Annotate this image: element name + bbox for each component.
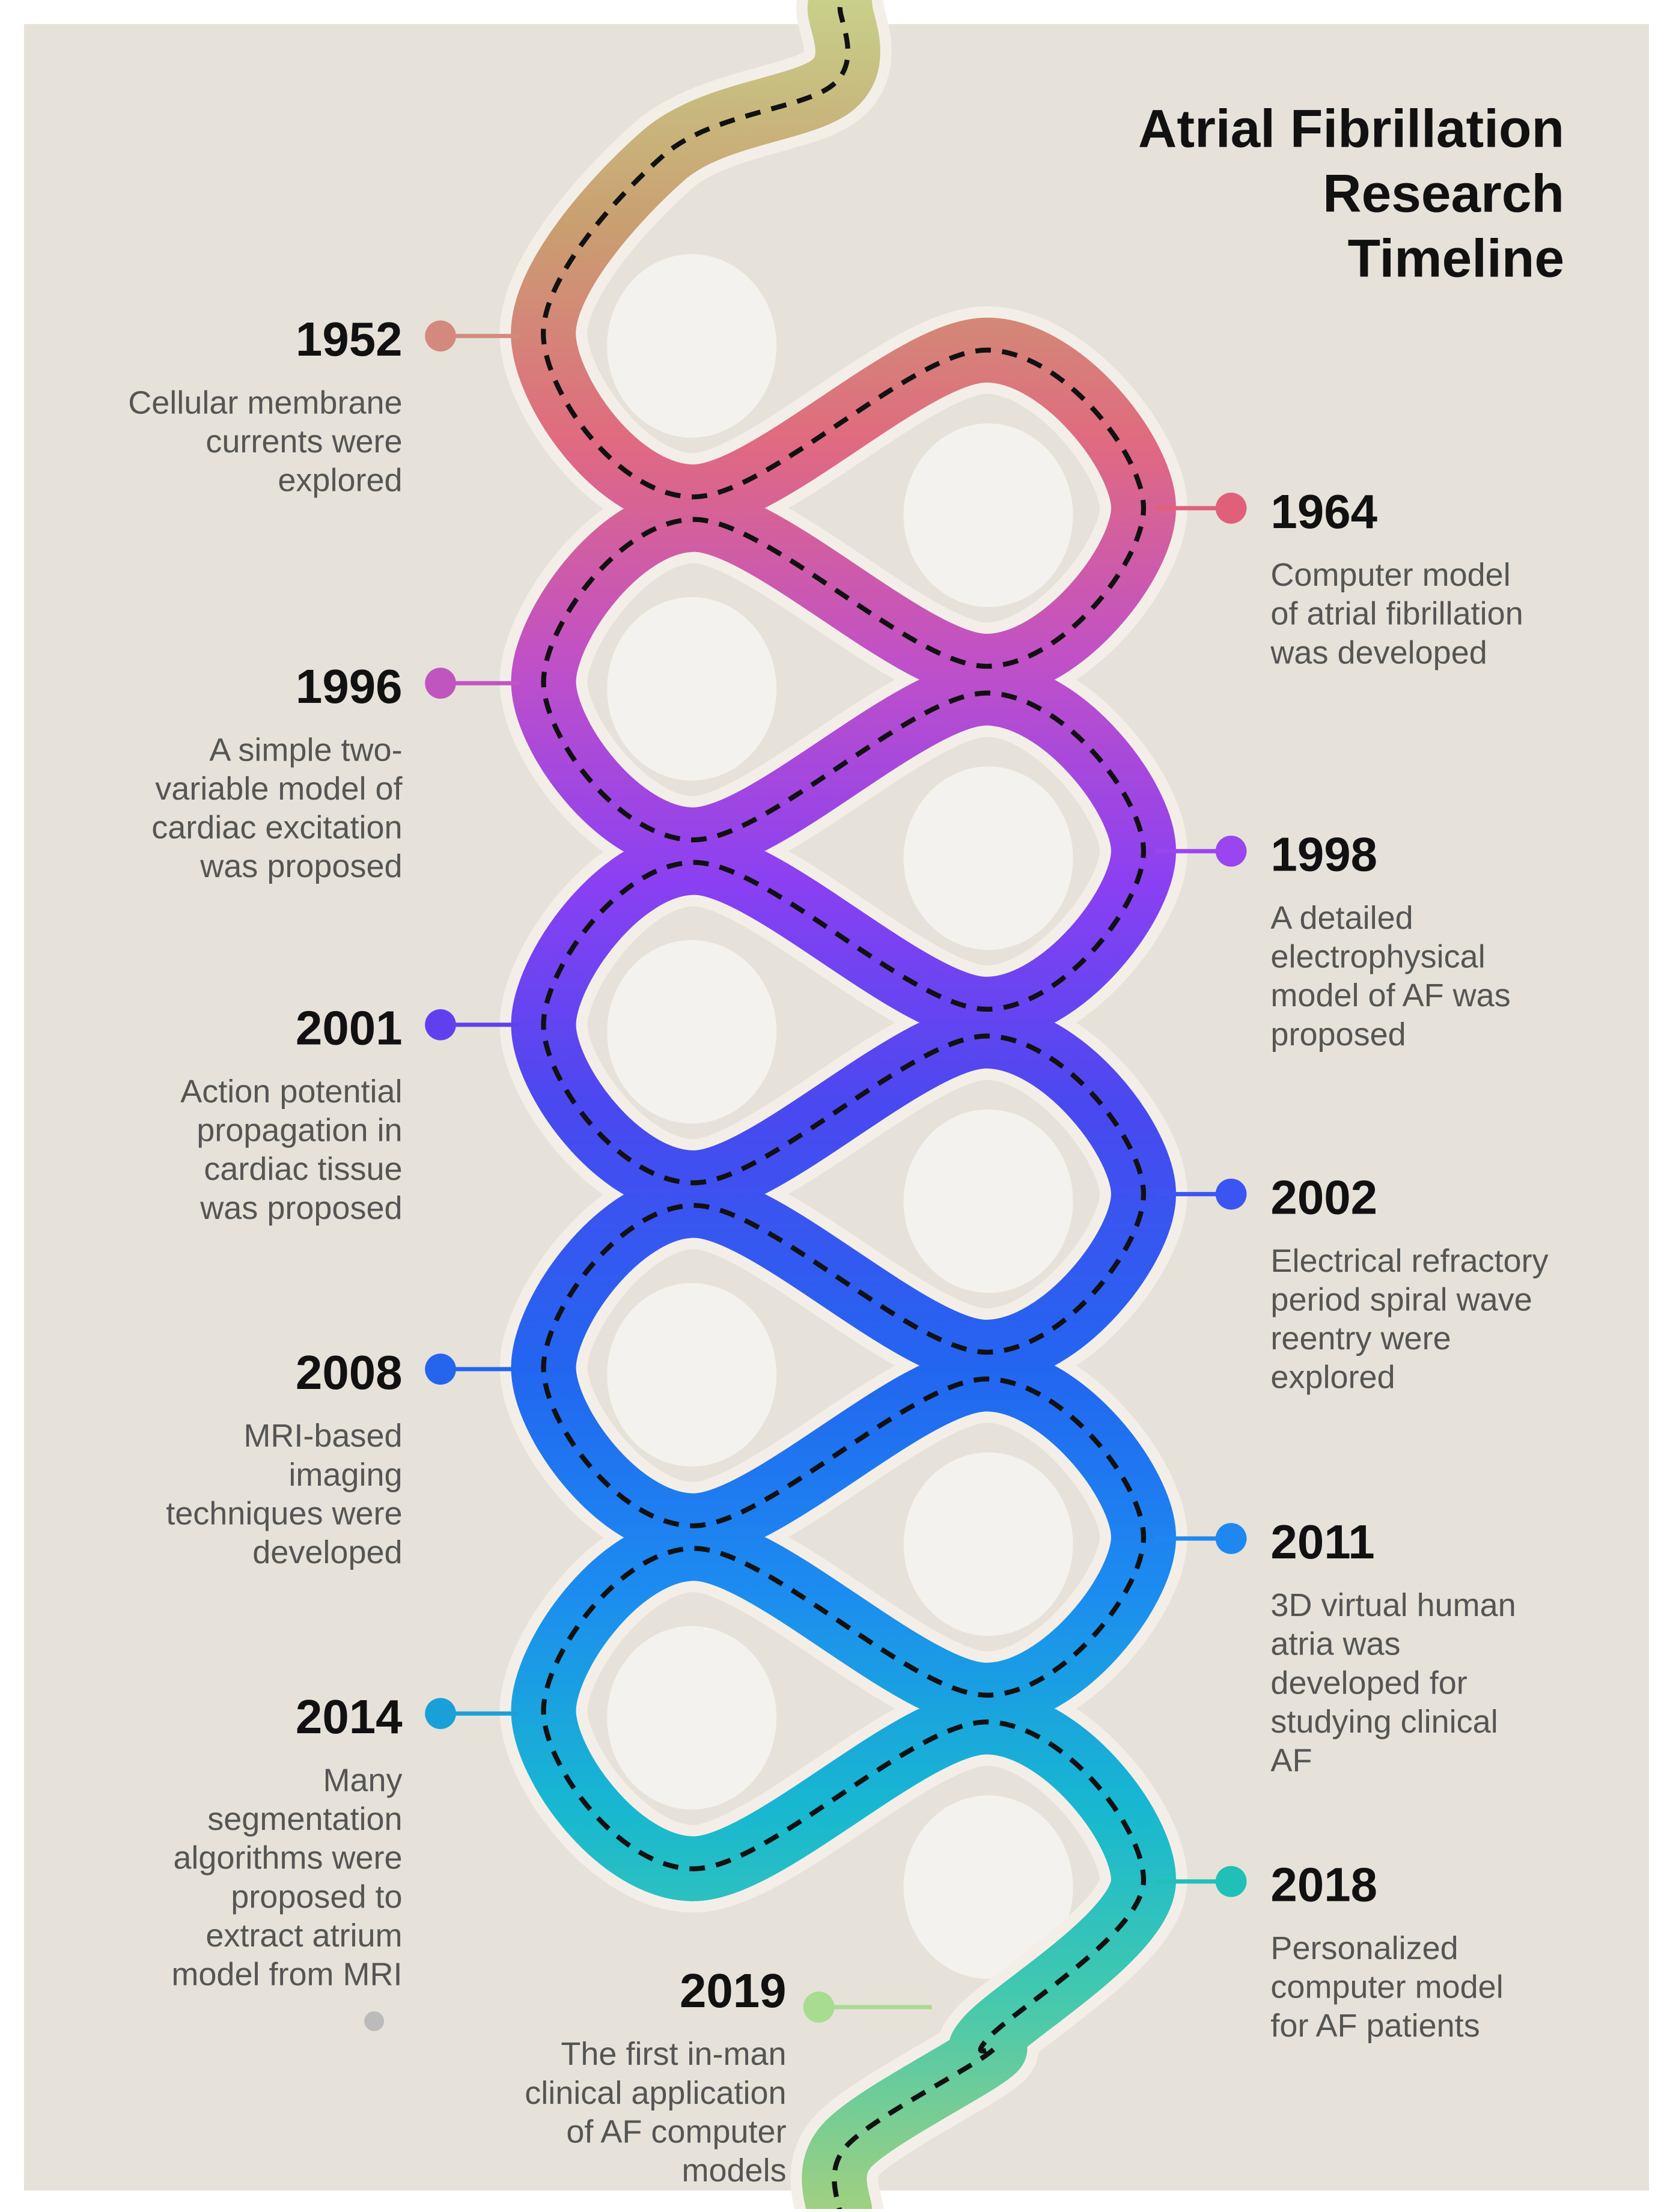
highlight — [607, 1283, 777, 1467]
description: explored — [1270, 1360, 1395, 1396]
description: proposed — [1270, 1016, 1406, 1053]
marker-dot — [803, 1992, 835, 2023]
marker-dot — [425, 320, 456, 352]
description: A simple two- — [209, 732, 402, 768]
description: proposed to — [231, 1879, 402, 1915]
description: computer model — [1270, 1969, 1503, 2005]
description: algorithms were — [173, 1840, 402, 1876]
description: model of AF was — [1270, 977, 1510, 1013]
description: was developed — [1270, 634, 1487, 670]
description: AF — [1270, 1743, 1312, 1779]
description: variable model of — [155, 771, 403, 807]
description: Action potential — [180, 1074, 402, 1110]
highlight — [607, 1626, 777, 1810]
description: The first in-man — [561, 2036, 786, 2072]
description: cardiac tissue — [204, 1151, 402, 1187]
year: 1964 — [1270, 485, 1377, 538]
description: atria was — [1270, 1626, 1400, 1662]
year: 2019 — [680, 1964, 787, 2017]
description: 3D virtual human — [1270, 1587, 1516, 1623]
highlight — [607, 597, 777, 781]
description: currents were — [206, 424, 402, 460]
description: reentry were — [1270, 1320, 1451, 1357]
description: developed for — [1270, 1665, 1467, 1701]
description: explored — [278, 463, 402, 499]
year: 2008 — [296, 1346, 403, 1399]
description: Many — [323, 1762, 402, 1798]
marker-dot — [425, 667, 456, 699]
description: of AF computer — [566, 2113, 786, 2150]
description: developed — [252, 1534, 402, 1570]
description: A detailed — [1270, 900, 1413, 936]
description: segmentation — [207, 1801, 402, 1837]
year: 1996 — [296, 660, 403, 713]
marker-dot — [1215, 493, 1247, 524]
dot — [364, 2011, 385, 2031]
highlight — [903, 1109, 1073, 1293]
description: was proposed — [200, 848, 402, 884]
title-line: Research — [1323, 163, 1564, 223]
year: 2001 — [296, 1001, 403, 1055]
road-dashes — [541, 7, 1147, 2212]
year: 2018 — [1270, 1858, 1377, 1912]
year: 2014 — [296, 1690, 403, 1743]
title-line: Timeline — [1348, 228, 1565, 288]
highlight — [903, 1795, 1073, 1979]
description: of atrial fibrillation — [1270, 596, 1523, 632]
marker-dot — [425, 1698, 456, 1730]
year: 2011 — [1270, 1515, 1374, 1569]
description: Electrical refractory — [1270, 1243, 1548, 1279]
description: period spiral wave — [1270, 1282, 1532, 1318]
description: propagation in — [197, 1113, 402, 1149]
description: clinical application — [525, 2075, 786, 2111]
loop-highlights — [607, 254, 1073, 1979]
description: for AF patients — [1270, 2008, 1479, 2044]
year: 1998 — [1270, 828, 1377, 881]
description: Cellular membrane — [128, 384, 402, 421]
marker-dot — [425, 1009, 456, 1041]
description: Computer model — [1270, 557, 1510, 593]
description: electrophysical — [1270, 939, 1485, 975]
description: models — [681, 2153, 786, 2189]
marker-dot — [1215, 1178, 1247, 1210]
highlight — [607, 254, 777, 438]
marker-dot — [1215, 1523, 1247, 1554]
title-line: Atrial Fibrillation — [1138, 98, 1564, 158]
description: MRI-based — [243, 1418, 402, 1454]
description: Personalized — [1270, 1930, 1458, 1966]
marker-dot — [1215, 835, 1247, 867]
description: was proposed — [200, 1190, 402, 1226]
highlight — [903, 423, 1073, 607]
description: model from MRI — [171, 1957, 402, 1993]
description: imaging — [288, 1457, 402, 1493]
highlight — [903, 1452, 1073, 1636]
description: techniques were — [166, 1495, 402, 1531]
highlight — [903, 766, 1073, 950]
marker-dot — [1215, 1865, 1247, 1897]
description: studying clinical — [1270, 1704, 1498, 1740]
marker-dot — [425, 1354, 456, 1385]
year: 2002 — [1270, 1171, 1377, 1224]
year: 1952 — [296, 312, 403, 366]
description: extract atrium — [206, 1918, 402, 1954]
highlight — [607, 940, 777, 1124]
description: cardiac excitation — [151, 810, 402, 846]
